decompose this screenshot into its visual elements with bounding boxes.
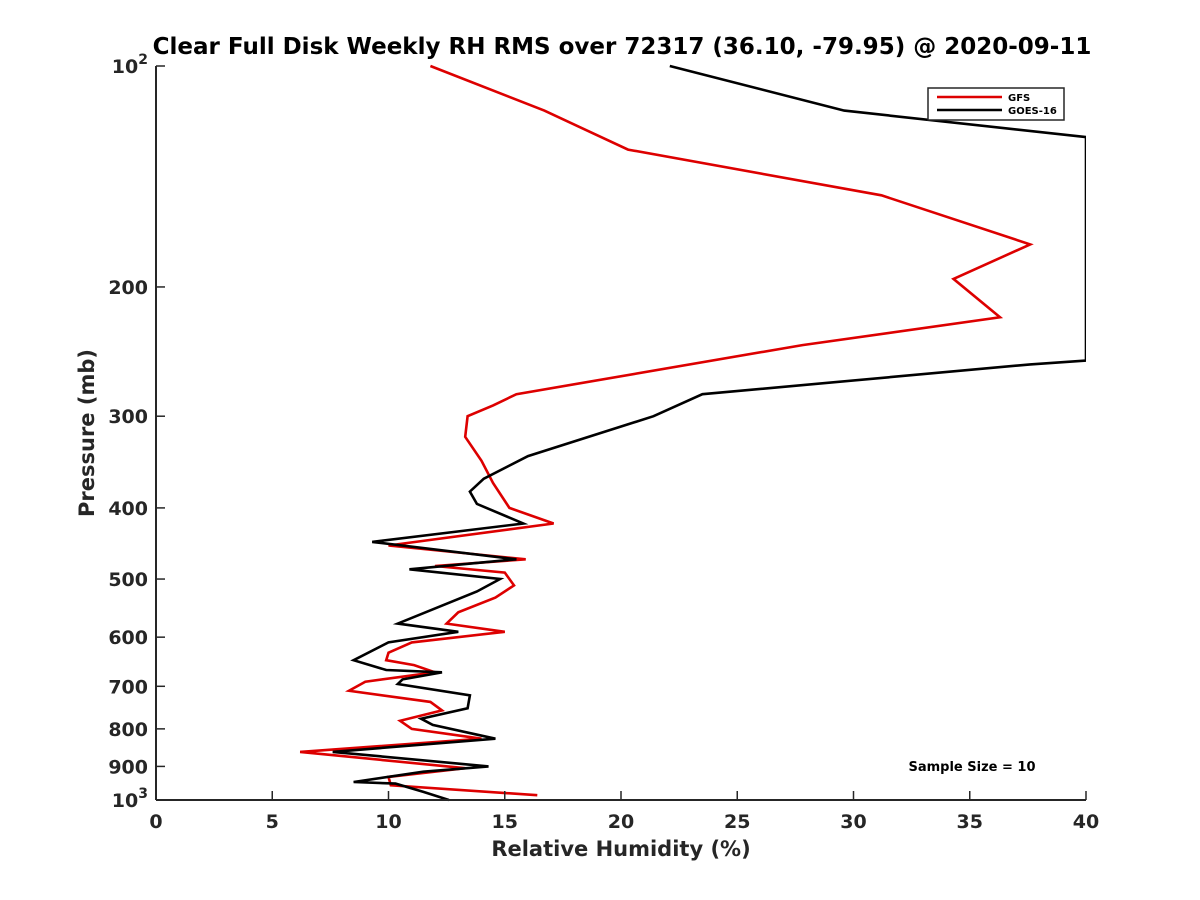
y-tick-label: 300 <box>108 406 148 428</box>
y-tick-label: 800 <box>108 719 148 741</box>
legend-box <box>927 87 1065 121</box>
x-ticks: 0 5 10 15 20 25 30 35 40 <box>149 791 1099 833</box>
y-ticks: 102 200 300 400 500 600 700 800 900 103 <box>108 52 165 812</box>
y-tick-label: 700 <box>108 676 148 698</box>
y-tick-label: 200 <box>108 277 148 299</box>
series-line-gfs <box>299 64 1034 797</box>
x-tick-label: 40 <box>1073 811 1099 833</box>
y-tick-label: 103 <box>112 786 148 812</box>
x-tick-label: 0 <box>149 811 162 833</box>
y-axis-label: Pressure (mb) <box>75 349 99 517</box>
legend: GFS GOES-16 <box>927 87 1065 121</box>
x-tick-label: 25 <box>724 811 750 833</box>
x-tick-label: 20 <box>608 811 634 833</box>
series-layer <box>299 64 1086 802</box>
y-tick-label: 600 <box>108 627 148 649</box>
x-tick-label: 10 <box>375 811 401 833</box>
sample-size-annotation: Sample Size = 10 <box>908 760 1035 775</box>
chart-title: Clear Full Disk Weekly RH RMS over 72317… <box>153 34 1092 60</box>
x-axis-label: Relative Humidity (%) <box>491 837 750 861</box>
y-tick-label: 400 <box>108 498 148 520</box>
series-line-goes-16 <box>332 64 1086 802</box>
legend-label-goes-16: GOES-16 <box>1008 106 1057 117</box>
y-tick-label: 900 <box>108 756 148 778</box>
x-tick-label: 5 <box>266 811 279 833</box>
x-tick-label: 35 <box>957 811 983 833</box>
y-tick-label: 102 <box>112 52 148 78</box>
y-tick-label: 500 <box>108 569 148 591</box>
x-tick-label: 30 <box>840 811 866 833</box>
x-tick-label: 15 <box>492 811 518 833</box>
legend-label-gfs: GFS <box>1008 93 1030 104</box>
